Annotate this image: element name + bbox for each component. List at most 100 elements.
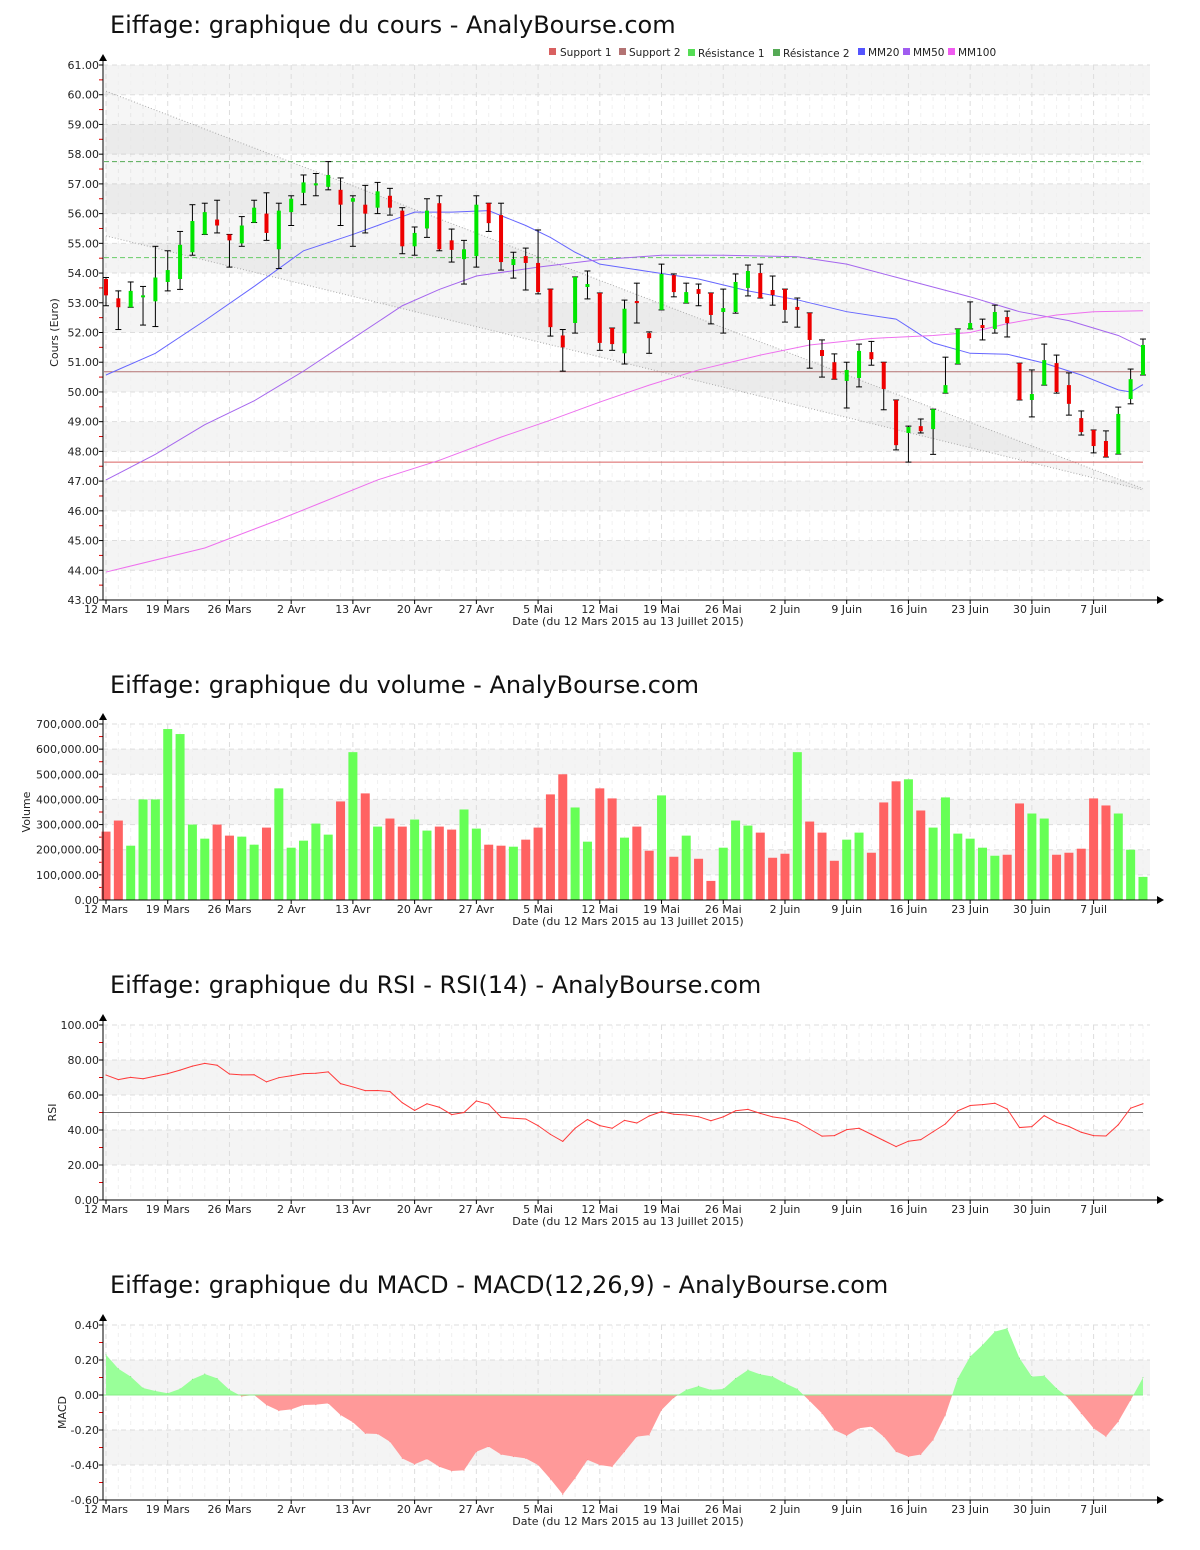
macd-point xyxy=(364,1433,366,1434)
macd-point xyxy=(130,1376,132,1378)
rsi-point xyxy=(179,1069,181,1071)
candlestick xyxy=(140,285,147,326)
volume-bar xyxy=(175,734,185,900)
volume-bar xyxy=(879,802,889,900)
macd-point xyxy=(1080,1412,1082,1414)
candlestick xyxy=(856,343,863,388)
volume-bar xyxy=(1076,848,1086,900)
candle-body xyxy=(992,311,997,329)
x-tick-label: 19 Mai xyxy=(643,1503,680,1516)
x-tick-label: 16 Juin xyxy=(890,1203,928,1216)
rsi-point xyxy=(586,1118,589,1121)
macd-point xyxy=(401,1457,403,1459)
candle-body xyxy=(313,183,318,186)
x-tick-label: 19 Mai xyxy=(643,1203,680,1216)
legend-swatch-support-1 xyxy=(549,48,556,55)
x-tick-label: 13 Avr xyxy=(335,1203,371,1216)
candlestick xyxy=(868,340,875,366)
rsi-point xyxy=(747,1108,749,1110)
rsi-point xyxy=(241,1074,243,1076)
macd-point xyxy=(1093,1427,1095,1429)
price-legend: Support 1 Support 2 Résistance 1 Résista… xyxy=(549,47,996,60)
macd-point xyxy=(389,1441,391,1443)
candlestick xyxy=(251,199,258,224)
candlestick xyxy=(238,216,245,247)
volume-bar xyxy=(1052,854,1062,900)
x-tick-label: 20 Avr xyxy=(397,1503,433,1516)
candle-body xyxy=(782,289,787,310)
macd-point xyxy=(710,1389,712,1391)
y-tick-label: 0.00 xyxy=(75,1389,100,1402)
volume-bar xyxy=(805,821,815,900)
candlestick xyxy=(300,174,307,206)
volume-bar xyxy=(755,832,765,900)
candlestick xyxy=(337,177,344,226)
x-tick-label: 13 Avr xyxy=(335,903,371,916)
x-tick-label: 12 Mai xyxy=(581,903,618,916)
y-tick-label: 57.00 xyxy=(68,178,100,191)
volume-bar xyxy=(348,752,358,900)
x-tick-label: 19 Mai xyxy=(643,903,680,916)
candle-body xyxy=(424,210,429,229)
candlestick xyxy=(461,239,468,285)
candlestick xyxy=(535,229,542,295)
rsi-point xyxy=(821,1135,823,1137)
candlestick xyxy=(164,250,171,292)
macd-point xyxy=(1105,1436,1107,1438)
candle-body xyxy=(128,290,133,308)
candlestick xyxy=(275,202,282,270)
price-chart-title: Eiffage: graphique du cours - AnalyBours… xyxy=(110,11,676,39)
rsi-point xyxy=(1080,1131,1082,1133)
rsi-point xyxy=(228,1073,231,1075)
macd-panel: 12 Mars 19 Mars 26 Mars 2 Avr 13 Avr 20 Avr 27… xyxy=(56,1314,1164,1528)
rsi-point xyxy=(1018,1126,1021,1129)
x-tick-label: 30 Juin xyxy=(1013,1203,1051,1216)
macd-point xyxy=(463,1469,465,1471)
candle-body xyxy=(1042,360,1047,386)
rsi-point xyxy=(500,1116,502,1118)
rsi-point xyxy=(796,1121,798,1123)
macd-point xyxy=(438,1466,440,1468)
y-tick-label: -0.40 xyxy=(71,1459,99,1472)
candlestick xyxy=(1139,338,1146,376)
volume-bar xyxy=(237,836,247,900)
background-band xyxy=(104,1060,1150,1095)
rsi-point xyxy=(364,1090,366,1092)
macd-point xyxy=(167,1392,169,1394)
volume-bar xyxy=(792,752,802,900)
volume-bar xyxy=(570,807,580,900)
rsi-point xyxy=(401,1102,403,1104)
macd-point xyxy=(735,1377,737,1379)
candle-body xyxy=(807,312,812,340)
x-tick-label: 5 Mai xyxy=(523,1203,553,1216)
x-tick-label: 2 Avr xyxy=(277,1503,306,1516)
macd-point xyxy=(154,1390,156,1392)
candle-body xyxy=(585,284,590,288)
x-tick-label: 27 Avr xyxy=(459,603,495,616)
volume-bar xyxy=(373,826,383,900)
macd-point xyxy=(512,1456,514,1458)
macd-point xyxy=(722,1388,724,1390)
x-axis-arrow-icon xyxy=(1157,1496,1164,1504)
macd-point xyxy=(661,1409,663,1411)
volume-bar xyxy=(1015,803,1025,900)
candlestick xyxy=(374,181,381,215)
rsi-point xyxy=(191,1065,194,1067)
rsi-point xyxy=(907,1140,910,1142)
macd-point xyxy=(105,1354,107,1356)
x-tick-label: 2 Juin xyxy=(770,903,801,916)
legend-label-support-2: Support 2 xyxy=(629,47,681,59)
macd-point xyxy=(895,1451,897,1453)
candle-body xyxy=(301,182,306,193)
x-tick-label: 5 Mai xyxy=(523,1503,553,1516)
candle-body xyxy=(548,289,553,328)
candlestick xyxy=(954,328,961,365)
candlestick xyxy=(942,356,949,394)
x-tick-label: 5 Mai xyxy=(523,903,553,916)
candlestick xyxy=(226,233,233,268)
macd-point xyxy=(191,1378,193,1380)
rsi-chart-title: Eiffage: graphique du RSI - RSI(14) - An… xyxy=(110,971,762,999)
candle-body xyxy=(1029,394,1034,400)
candle-body xyxy=(1054,363,1059,392)
x-tick-label: 19 Mars xyxy=(146,903,190,916)
